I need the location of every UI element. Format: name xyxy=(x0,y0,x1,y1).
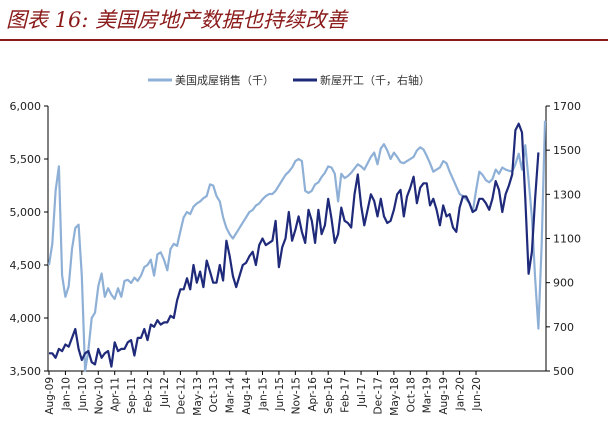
right-y-tick-label: 1500 xyxy=(553,144,581,157)
series-line-existing-home-sales xyxy=(47,120,547,373)
right-y-tick-label: 1300 xyxy=(553,188,581,201)
x-tick-label: Mar-14 xyxy=(225,377,237,414)
title-divider xyxy=(0,39,608,41)
x-tick-label: Dec-12 xyxy=(175,377,187,414)
x-tick-label: Nov-10 xyxy=(93,377,105,414)
series-line-housing-starts xyxy=(49,122,540,368)
x-tick-label: Feb-12 xyxy=(143,377,155,413)
axes xyxy=(44,105,550,375)
left-y-tick-label: 4,000 xyxy=(10,312,42,325)
x-tick-label: Sep-11 xyxy=(126,377,138,414)
x-tick-label: Jun-15 xyxy=(274,377,286,412)
x-tick-label: May-18 xyxy=(389,377,401,416)
x-tick-label: Mar-19 xyxy=(422,377,434,413)
right-y-tick-label: 500 xyxy=(553,365,574,378)
x-tick-label: Apr-11 xyxy=(110,377,122,412)
x-tick-label: Jun-20 xyxy=(471,377,483,412)
x-tick-label: Dec-17 xyxy=(372,377,384,414)
left-y-tick-label: 6,000 xyxy=(10,100,42,113)
x-tick-label: Jul-17 xyxy=(356,377,368,408)
x-tick-label: Nov-15 xyxy=(290,377,302,414)
x-tick-label: Jun-10 xyxy=(77,377,89,412)
x-tick-label: Jan-15 xyxy=(258,377,270,411)
x-tick-label: Oct-13 xyxy=(208,377,220,412)
x-tick-label: May-13 xyxy=(192,377,204,416)
legend-label-existing-home-sales: 美国成屋销售（千） xyxy=(175,73,274,87)
right-y-tick-label: 700 xyxy=(553,321,574,334)
x-tick-label: Jan-10 xyxy=(60,377,72,411)
tick-labels: 3,500 4,000 4,500 5,000 5,500 6,000 500 700 900 1… xyxy=(10,100,582,416)
figure-title: 图表 16: 美国房地产数据也持续改善 xyxy=(6,8,348,32)
legend-label-housing-starts: 新屋开工（千，右轴） xyxy=(320,73,430,87)
x-tick-label: Sep-16 xyxy=(323,377,335,414)
right-y-tick-label: 1700 xyxy=(553,100,581,113)
left-y-tick-label: 5,500 xyxy=(10,153,42,166)
x-tick-label: Feb-17 xyxy=(340,377,352,413)
x-tick-label: Apr-16 xyxy=(307,377,319,412)
x-tick-label: Aug-14 xyxy=(241,377,253,415)
x-tick-label: Oct-18 xyxy=(405,377,417,412)
legend: 美国成屋销售（千） 新屋开工（千，右轴） xyxy=(148,73,430,87)
x-tick-label: Aug-19 xyxy=(438,377,450,415)
x-tick-label: Jul-12 xyxy=(159,377,171,408)
right-y-tick-label: 1100 xyxy=(553,233,581,246)
left-y-tick-label: 5,000 xyxy=(10,206,42,219)
right-y-tick-label: 900 xyxy=(553,277,574,290)
left-y-tick-label: 4,500 xyxy=(10,259,42,272)
left-y-tick-label: 3,500 xyxy=(10,365,42,378)
series-layer xyxy=(47,120,547,373)
x-tick-label: Aug-09 xyxy=(44,377,56,415)
x-tick-label: Jan-20 xyxy=(455,377,467,411)
